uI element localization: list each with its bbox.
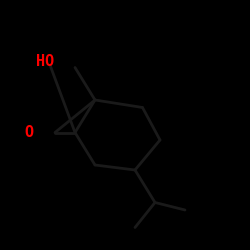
Text: O: O [24, 125, 33, 140]
Text: HO: HO [36, 54, 54, 69]
